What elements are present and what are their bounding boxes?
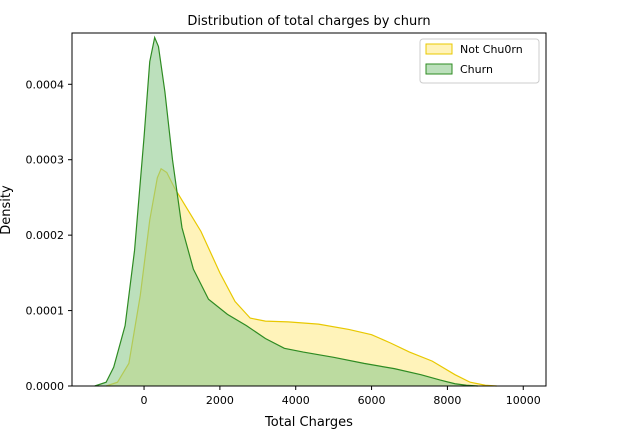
plot-area — [94, 35, 497, 387]
plot-frame — [71, 32, 547, 387]
legend-swatch-not-churn — [425, 43, 453, 55]
series-line-churn — [94, 35, 478, 387]
series-area-churn — [94, 37, 478, 386]
y-tick-label: 0.0004 — [26, 78, 65, 91]
x-tick-label: 2000 — [206, 394, 234, 407]
x-tick-label: 6000 — [358, 394, 386, 407]
x-axis: 0 2000 4000 6000 8000 10000 — [141, 386, 541, 407]
y-tick-label: 0.0000 — [26, 380, 65, 393]
x-tick-label: 4000 — [282, 394, 310, 407]
legend-label-not-churn: Not Chu0rn — [460, 43, 523, 56]
legend: Not Chu0rn Churn — [419, 38, 540, 84]
y-tick-label: 0.0002 — [26, 229, 65, 242]
y-tick-label: 0.0001 — [26, 305, 65, 318]
y-axis: 0.0000 0.0001 0.0002 0.0003 0.0004 — [26, 78, 72, 393]
y-axis-label: Density — [0, 185, 14, 235]
legend-swatch-churn — [425, 63, 453, 75]
x-tick-label: 0 — [141, 394, 148, 407]
x-axis-label: Total Charges — [264, 415, 353, 430]
x-tick-label: 10000 — [506, 394, 541, 407]
chart-title: Distribution of total charges by churn — [187, 14, 430, 29]
legend-label-churn: Churn — [460, 63, 493, 76]
x-tick-label: 8000 — [433, 394, 461, 407]
y-tick-label: 0.0003 — [26, 154, 65, 167]
